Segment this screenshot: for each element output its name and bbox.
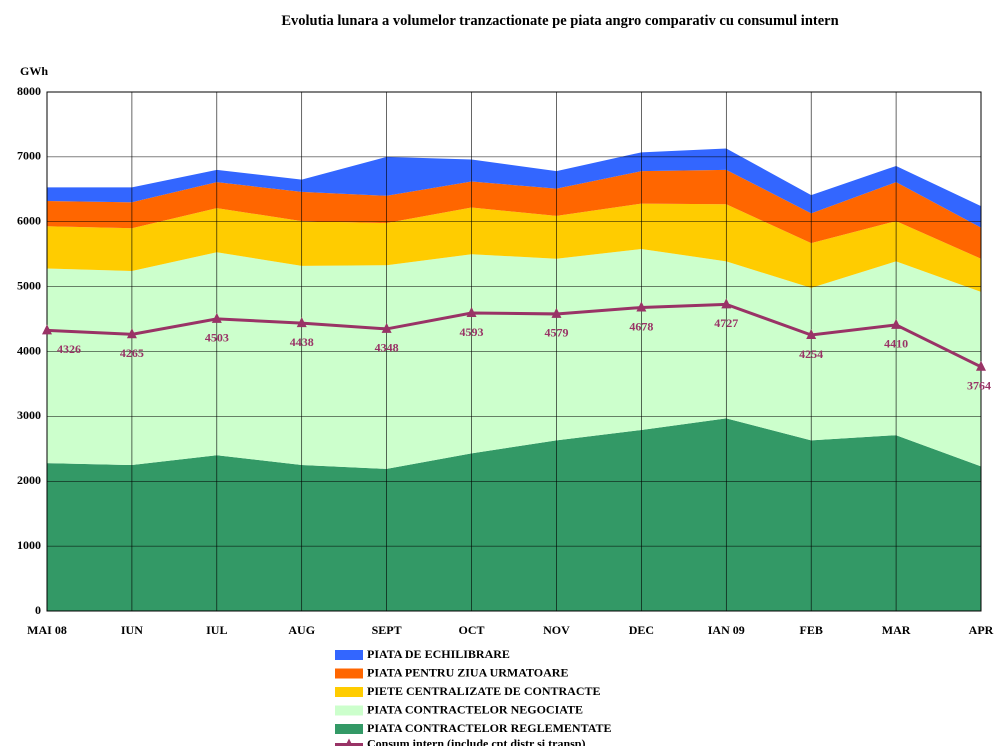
line <box>46 302 982 369</box>
x-tick-label: IUL <box>206 623 227 637</box>
marker <box>976 360 986 371</box>
marker <box>211 312 222 323</box>
marker <box>806 329 817 340</box>
marker <box>891 318 902 329</box>
data-label: 4593 <box>460 325 484 339</box>
x-tick-label: MAR <box>882 623 911 637</box>
y-tick-label: 8000 <box>17 84 41 98</box>
marker <box>126 328 137 339</box>
legend-swatch <box>335 650 363 660</box>
y-tick-label: 1000 <box>17 538 41 552</box>
y-tick-label: 2000 <box>17 473 41 487</box>
area <box>47 148 981 228</box>
legend-label: PIATA CONTRACTELOR NEGOCIATE <box>367 702 583 716</box>
x-tick-label: NOV <box>543 623 570 637</box>
legend-label: PIATA CONTRACTELOR REGLEMENTATE <box>367 721 611 735</box>
x-tick-label: FEB <box>800 623 823 637</box>
legend-swatch <box>335 668 363 679</box>
legend-swatch <box>335 687 363 697</box>
marker <box>466 307 477 318</box>
legend-swatch <box>345 738 353 746</box>
data-label: 3764 <box>967 379 991 393</box>
x-tick-label: DEC <box>629 623 654 637</box>
data-label: 4579 <box>544 326 568 340</box>
marker <box>296 317 307 328</box>
x-tick-label: AUG <box>288 623 315 637</box>
x-tick-label: MAI 08 <box>27 623 67 637</box>
y-tick-label: 5000 <box>17 278 41 292</box>
data-label: 4438 <box>290 335 314 349</box>
data-label: 4326 <box>57 342 81 356</box>
x-tick-label: IUN <box>121 623 143 637</box>
plot-border <box>46 91 982 612</box>
marker <box>721 298 732 309</box>
area <box>47 203 981 292</box>
marker <box>551 307 562 318</box>
legend-label: Consum intern (include cpt distr si tran… <box>367 736 585 746</box>
data-label: 4265 <box>120 346 144 360</box>
area <box>47 418 981 611</box>
y-tick-label: 3000 <box>17 408 41 422</box>
x-tick-label: APR <box>969 623 994 637</box>
y-tick-label: 6000 <box>17 214 41 228</box>
x-tick-label: OCT <box>459 623 485 637</box>
marker <box>42 324 52 335</box>
legend-swatch <box>335 724 363 734</box>
legend-label: PIETE CENTRALIZATE DE CONTRACTE <box>367 684 601 698</box>
marker <box>636 301 647 312</box>
legend-label: PIATA DE ECHILIBRARE <box>367 647 510 661</box>
marker <box>381 322 392 333</box>
data-label: 4678 <box>629 319 653 333</box>
area <box>47 169 981 259</box>
x-tick-label: SEPT <box>372 623 402 637</box>
legend-label: PIATA PENTRU ZIUA URMATOARE <box>367 665 568 679</box>
legend-swatch <box>335 705 363 716</box>
data-label: 4254 <box>799 347 823 361</box>
y-tick-label: 7000 <box>17 149 41 163</box>
data-label: 4727 <box>714 316 738 330</box>
area <box>47 248 981 469</box>
y-tick-label: 4000 <box>17 343 41 357</box>
y-tick-label: 0 <box>35 603 41 617</box>
data-label: 4503 <box>205 331 229 345</box>
data-label: 4410 <box>884 337 908 351</box>
data-label: 4348 <box>375 341 399 355</box>
x-tick-label: IAN 09 <box>708 623 745 637</box>
y-axis-label: GWh <box>20 64 48 78</box>
chart-title: Evolutia lunara a volumelor tranzactiona… <box>281 13 839 29</box>
